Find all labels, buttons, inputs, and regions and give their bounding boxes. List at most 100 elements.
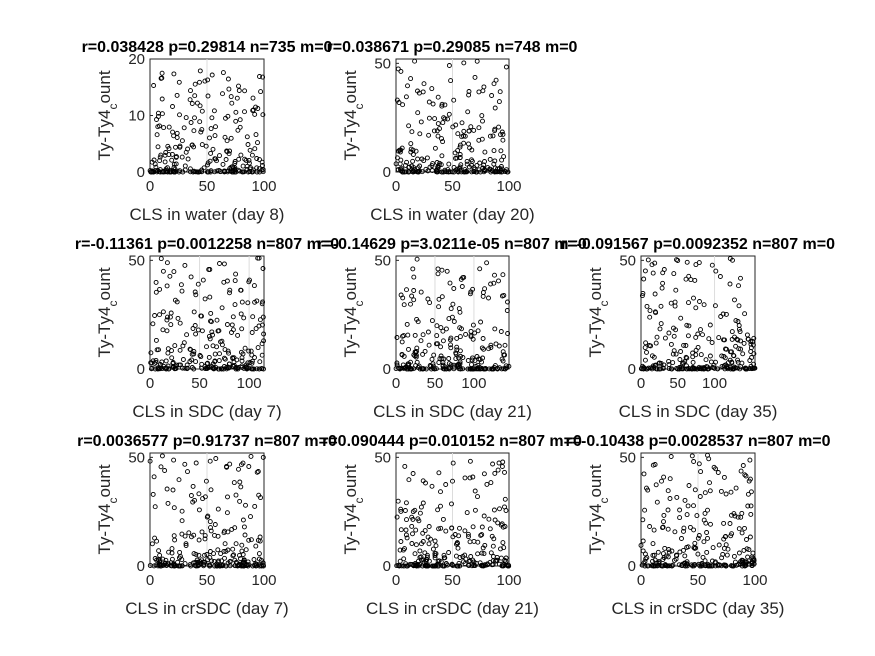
scatter-point bbox=[235, 127, 241, 133]
scatter-point bbox=[693, 347, 699, 353]
scatter-point bbox=[409, 541, 415, 546]
scatter-point bbox=[260, 74, 266, 80]
scatter-point bbox=[188, 88, 193, 94]
scatter-point bbox=[208, 126, 214, 132]
y-axis-label: Ty-Ty4count bbox=[95, 267, 120, 357]
scatter-point bbox=[233, 365, 239, 370]
scatter-point bbox=[246, 348, 252, 354]
scatter-point bbox=[440, 363, 446, 369]
scatter-point bbox=[243, 502, 248, 508]
scatter-point bbox=[417, 548, 423, 554]
scatter-point bbox=[458, 162, 464, 168]
scatter-point bbox=[467, 475, 473, 481]
scatter-point bbox=[255, 106, 261, 111]
scatter-point bbox=[665, 488, 671, 494]
scatter-point bbox=[741, 547, 747, 553]
scatter-point bbox=[655, 562, 661, 568]
scatter-point bbox=[422, 550, 428, 556]
scatter-point bbox=[668, 454, 674, 459]
scatter-point bbox=[457, 555, 463, 560]
scatter-point bbox=[238, 556, 243, 562]
scatter-point bbox=[727, 256, 733, 261]
scatter-point bbox=[706, 366, 712, 372]
scatter-point bbox=[747, 457, 753, 463]
scatter-point bbox=[681, 360, 686, 366]
scatter-point bbox=[681, 342, 687, 348]
scatter-point bbox=[506, 363, 512, 369]
scatter-point bbox=[185, 469, 190, 475]
scatter-point bbox=[692, 540, 698, 546]
scatter-point bbox=[153, 168, 159, 174]
scatter-point bbox=[451, 286, 457, 291]
scatter-point bbox=[148, 350, 154, 356]
scatter-point bbox=[169, 151, 175, 157]
scatter-point bbox=[197, 68, 203, 74]
y-axis-label: Ty-Ty4count bbox=[341, 70, 366, 160]
scatter-point bbox=[197, 79, 202, 85]
scatter-point bbox=[256, 551, 262, 557]
scatter-point bbox=[471, 168, 477, 174]
scatter-point bbox=[165, 314, 170, 320]
scatter-point bbox=[212, 522, 218, 527]
scatter-point bbox=[427, 363, 433, 368]
scatter-point bbox=[170, 487, 176, 493]
scatter-point bbox=[246, 157, 252, 163]
scatter-point bbox=[401, 556, 407, 562]
y-tick-label: 0 bbox=[383, 558, 391, 575]
scatter-point bbox=[469, 169, 475, 175]
scatter-point bbox=[732, 334, 737, 340]
x-axis-label: CLS in crSDC (day 35) bbox=[612, 599, 785, 618]
scatter-point bbox=[642, 507, 648, 513]
scatter-point bbox=[256, 323, 262, 329]
scatter-point bbox=[729, 360, 735, 366]
scatter-point bbox=[188, 493, 194, 498]
scatter-point bbox=[492, 517, 498, 523]
scatter-point bbox=[208, 150, 214, 156]
scatter-point bbox=[749, 554, 755, 560]
scatter-point bbox=[740, 559, 746, 565]
scatter-point bbox=[200, 559, 206, 565]
scatter-point bbox=[455, 131, 461, 137]
scatter-point bbox=[486, 295, 491, 301]
scatter-point bbox=[158, 75, 164, 81]
scatter-point bbox=[461, 274, 467, 280]
scatter-point bbox=[490, 558, 496, 564]
scatter-point bbox=[214, 168, 220, 174]
scatter-point bbox=[150, 321, 156, 327]
scatter-point bbox=[457, 325, 463, 331]
scatter-point bbox=[238, 287, 244, 293]
scatter-point bbox=[226, 350, 232, 356]
scatter-point bbox=[436, 526, 442, 532]
scatter-point bbox=[703, 357, 709, 363]
scatter-point bbox=[410, 158, 416, 164]
x-tick-label: 100 bbox=[461, 375, 486, 392]
scatter-point bbox=[709, 340, 715, 345]
scatter-point bbox=[501, 154, 507, 160]
scatter-point bbox=[239, 462, 244, 468]
scatter-point bbox=[441, 115, 447, 121]
scatter-point bbox=[749, 366, 755, 372]
scatter-point bbox=[736, 323, 742, 328]
scatter-point bbox=[504, 308, 510, 313]
scatter-point bbox=[435, 271, 441, 277]
scatter-point bbox=[209, 115, 215, 121]
scatter-point bbox=[745, 554, 751, 560]
scatter-point bbox=[737, 366, 743, 372]
scatter-point bbox=[652, 291, 658, 297]
scatter-point bbox=[244, 134, 250, 140]
subplot-title: r=-0.11361 p=0.0012258 n=807 m=0 bbox=[75, 236, 339, 253]
scatter-point bbox=[404, 159, 410, 165]
scatter-point bbox=[199, 127, 205, 133]
scatter-point bbox=[207, 294, 213, 300]
scatter-point bbox=[198, 129, 204, 135]
scatter-point bbox=[415, 156, 421, 162]
scatter-point bbox=[256, 255, 262, 261]
scatter-point bbox=[408, 141, 414, 147]
scatter-point bbox=[436, 470, 442, 476]
scatter-point bbox=[639, 293, 645, 299]
scatter-point bbox=[206, 354, 212, 360]
scatter-point bbox=[207, 458, 213, 464]
scatter-point bbox=[652, 309, 658, 315]
scatter-point bbox=[457, 563, 463, 569]
